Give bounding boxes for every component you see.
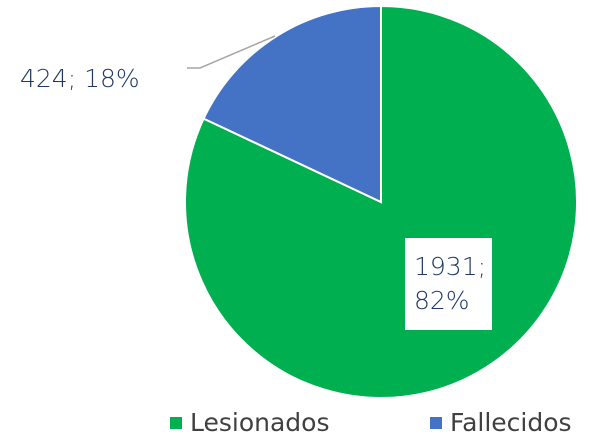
leader-line [187, 35, 276, 69]
legend-swatch [430, 416, 442, 429]
label-box [405, 238, 492, 330]
data-label: 1931; 82% [414, 252, 487, 315]
legend-swatch [170, 416, 182, 429]
data-label: 424; 18% [20, 64, 140, 93]
legend-item: Fallecidos [430, 408, 572, 437]
legend-label: Fallecidos [450, 408, 572, 437]
legend-label: Lesionados [190, 408, 330, 437]
legend-item: Lesionados [170, 408, 330, 437]
pie-slice [202, 4, 382, 204]
